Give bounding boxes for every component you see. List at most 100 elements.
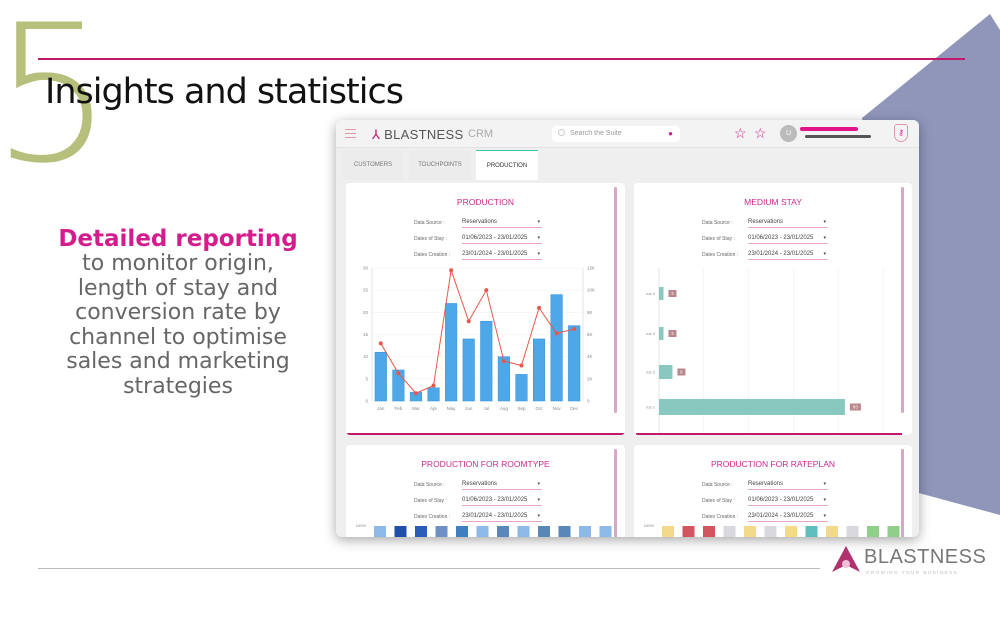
y-tick-label: los 1 <box>647 405 656 410</box>
bar-May <box>445 303 458 402</box>
stacked-bar <box>517 526 530 537</box>
data-source-select[interactable]: Reservations <box>462 219 542 228</box>
search-placeholder: Search the Suite <box>570 130 622 137</box>
starred-list-icon[interactable]: ☆ <box>754 125 767 141</box>
card-scrollbar[interactable] <box>901 187 904 413</box>
stacked-bar <box>887 526 900 537</box>
x-tick-label: May <box>447 406 456 411</box>
stacked-bar <box>394 526 407 537</box>
bar-Oct <box>533 338 546 402</box>
body-line: strategies <box>123 373 233 399</box>
dates-creation-select[interactable]: 23/01/2024 - 23/01/2025 <box>462 251 542 260</box>
x-tick-label: Apr <box>430 406 438 411</box>
stacked-chart: 100% <box>356 523 612 537</box>
body-line: conversion rate by <box>75 300 281 325</box>
dates-of-stay-select[interactable]: 01/06/2023 - 23/01/2025 <box>748 235 828 244</box>
y2-tick-label: 0 <box>587 399 590 404</box>
dates-of-stay-select[interactable]: 01/06/2023 - 23/01/2025 <box>462 235 542 244</box>
tab-customers[interactable]: CUSTOMERS <box>343 150 403 180</box>
filter-label: Dates of Stay : <box>702 498 735 504</box>
card-title: PRODUCTION <box>456 197 515 207</box>
rateplan-card: PRODUCTION FOR RATEPLAN Data Source : Rese… <box>634 445 912 537</box>
card-scrollbar[interactable] <box>614 449 617 537</box>
line-point-Jan <box>378 341 383 346</box>
data-source-select[interactable]: Reservations <box>748 481 828 490</box>
body-line: sales and marketing <box>66 349 290 374</box>
y-tick-label: los 2 <box>647 370 656 375</box>
data-source-select[interactable]: Reservations <box>748 219 828 228</box>
roomtype-card: PRODUCTION FOR ROOMTYPE Data Source : Rese… <box>346 445 625 537</box>
card-bottom-accent <box>636 433 902 435</box>
data-label: 6 <box>680 370 683 375</box>
data-label: 2 <box>671 331 674 336</box>
filter-label: Dates Creation : <box>702 252 739 258</box>
search-icon <box>558 129 565 136</box>
card-bottom-accent <box>346 433 625 435</box>
dates-creation-select[interactable]: 23/01/2024 - 23/01/2025 <box>748 513 828 522</box>
filter-label: Dates of Stay : <box>414 236 447 242</box>
stacked-bar <box>558 526 571 537</box>
line-point-Feb <box>396 371 401 376</box>
bar-Jun <box>462 338 475 402</box>
filter-label: Dates of Stay : <box>702 236 735 242</box>
blastness-logo: BLASTNESS GROWING YOUR BUSINESS <box>830 546 986 579</box>
x-tick-label: Feb <box>394 406 402 411</box>
dates-creation-select[interactable]: 23/01/2024 - 23/01/2025 <box>748 251 828 260</box>
search-input[interactable]: Search the Suite ● <box>552 126 680 142</box>
brand-logo: ⅄ BLASTNESS <box>372 127 464 142</box>
user-name-redacted <box>800 127 858 131</box>
bottom-divider <box>38 568 820 569</box>
star-icon[interactable]: ☆ <box>734 125 747 141</box>
stacked-bar <box>435 526 448 537</box>
stacked-bar <box>785 526 797 537</box>
x-tick-label: Jun <box>465 406 473 411</box>
user-role-redacted <box>805 135 871 138</box>
y-tick-label: 0 <box>365 399 368 404</box>
data-label-box <box>677 368 686 376</box>
x-tick-label: Mar <box>412 406 420 411</box>
stacked-bar <box>764 526 777 537</box>
tab-touchpoints[interactable]: TOUCHPOINTS <box>409 150 471 180</box>
stacked-chart: 100% <box>644 523 900 537</box>
card-title: PRODUCTION FOR ROOMTYPE <box>421 459 550 469</box>
microphone-icon[interactable]: ● <box>668 129 673 138</box>
data-label: 83 <box>853 405 859 410</box>
line-point-Nov <box>554 331 559 336</box>
data-label-box <box>849 403 861 411</box>
line-point-May <box>449 268 454 273</box>
y2-tick-label: 10K <box>587 288 595 293</box>
slide-description: Detailed reporting to monitor origin, le… <box>40 226 316 399</box>
avatar[interactable]: U <box>780 125 797 142</box>
dates-of-stay-select[interactable]: 01/06/2023 - 23/01/2025 <box>462 497 542 506</box>
bar-Dec <box>568 325 581 402</box>
dates-creation-select[interactable]: 23/01/2024 - 23/01/2025 <box>462 513 542 522</box>
dates-of-stay-select[interactable]: 01/06/2023 - 23/01/2025 <box>748 497 828 506</box>
filter-label: Data Source : <box>414 482 445 488</box>
card-scrollbar[interactable] <box>901 449 904 537</box>
x-tick-label: Dec <box>570 406 579 411</box>
y-tick-label: 15 <box>363 332 369 337</box>
y2-tick-label: 6K <box>587 332 593 337</box>
y-tick-label: 100% <box>356 523 367 528</box>
card-title: PRODUCTION FOR RATEPLAN <box>710 459 836 469</box>
card-scrollbar[interactable] <box>614 187 617 413</box>
tab-production[interactable]: PRODUCTION <box>476 150 538 180</box>
bar-los-1 <box>659 399 845 415</box>
x-tick-label: Nov <box>553 406 562 411</box>
menu-icon[interactable] <box>345 129 356 138</box>
data-label-box <box>668 290 677 297</box>
line-point-Jun <box>466 319 471 324</box>
data-source-select[interactable]: Reservations <box>462 481 542 490</box>
y-tick-label: 10 <box>363 354 369 359</box>
production-card: PRODUCTION Data Source : Reservations Dates… <box>346 183 625 435</box>
stacked-bar <box>867 526 879 537</box>
top-divider <box>38 58 965 60</box>
shield-key-icon[interactable]: ⚷ <box>894 124 908 142</box>
production-chart: 0 0 5 2K 10 4K 15 6K 20 8K 25 10K 30 12K Jan Feb Mar Apr M… <box>363 266 595 412</box>
x-tick-label: Oct <box>536 406 544 411</box>
filter-label: Dates Creation : <box>702 514 739 520</box>
x-tick-label: Aug <box>500 406 509 411</box>
body-line: to monitor origin, <box>82 251 274 276</box>
stacked-bar <box>682 526 695 537</box>
filter-label: Data Source : <box>702 482 733 488</box>
